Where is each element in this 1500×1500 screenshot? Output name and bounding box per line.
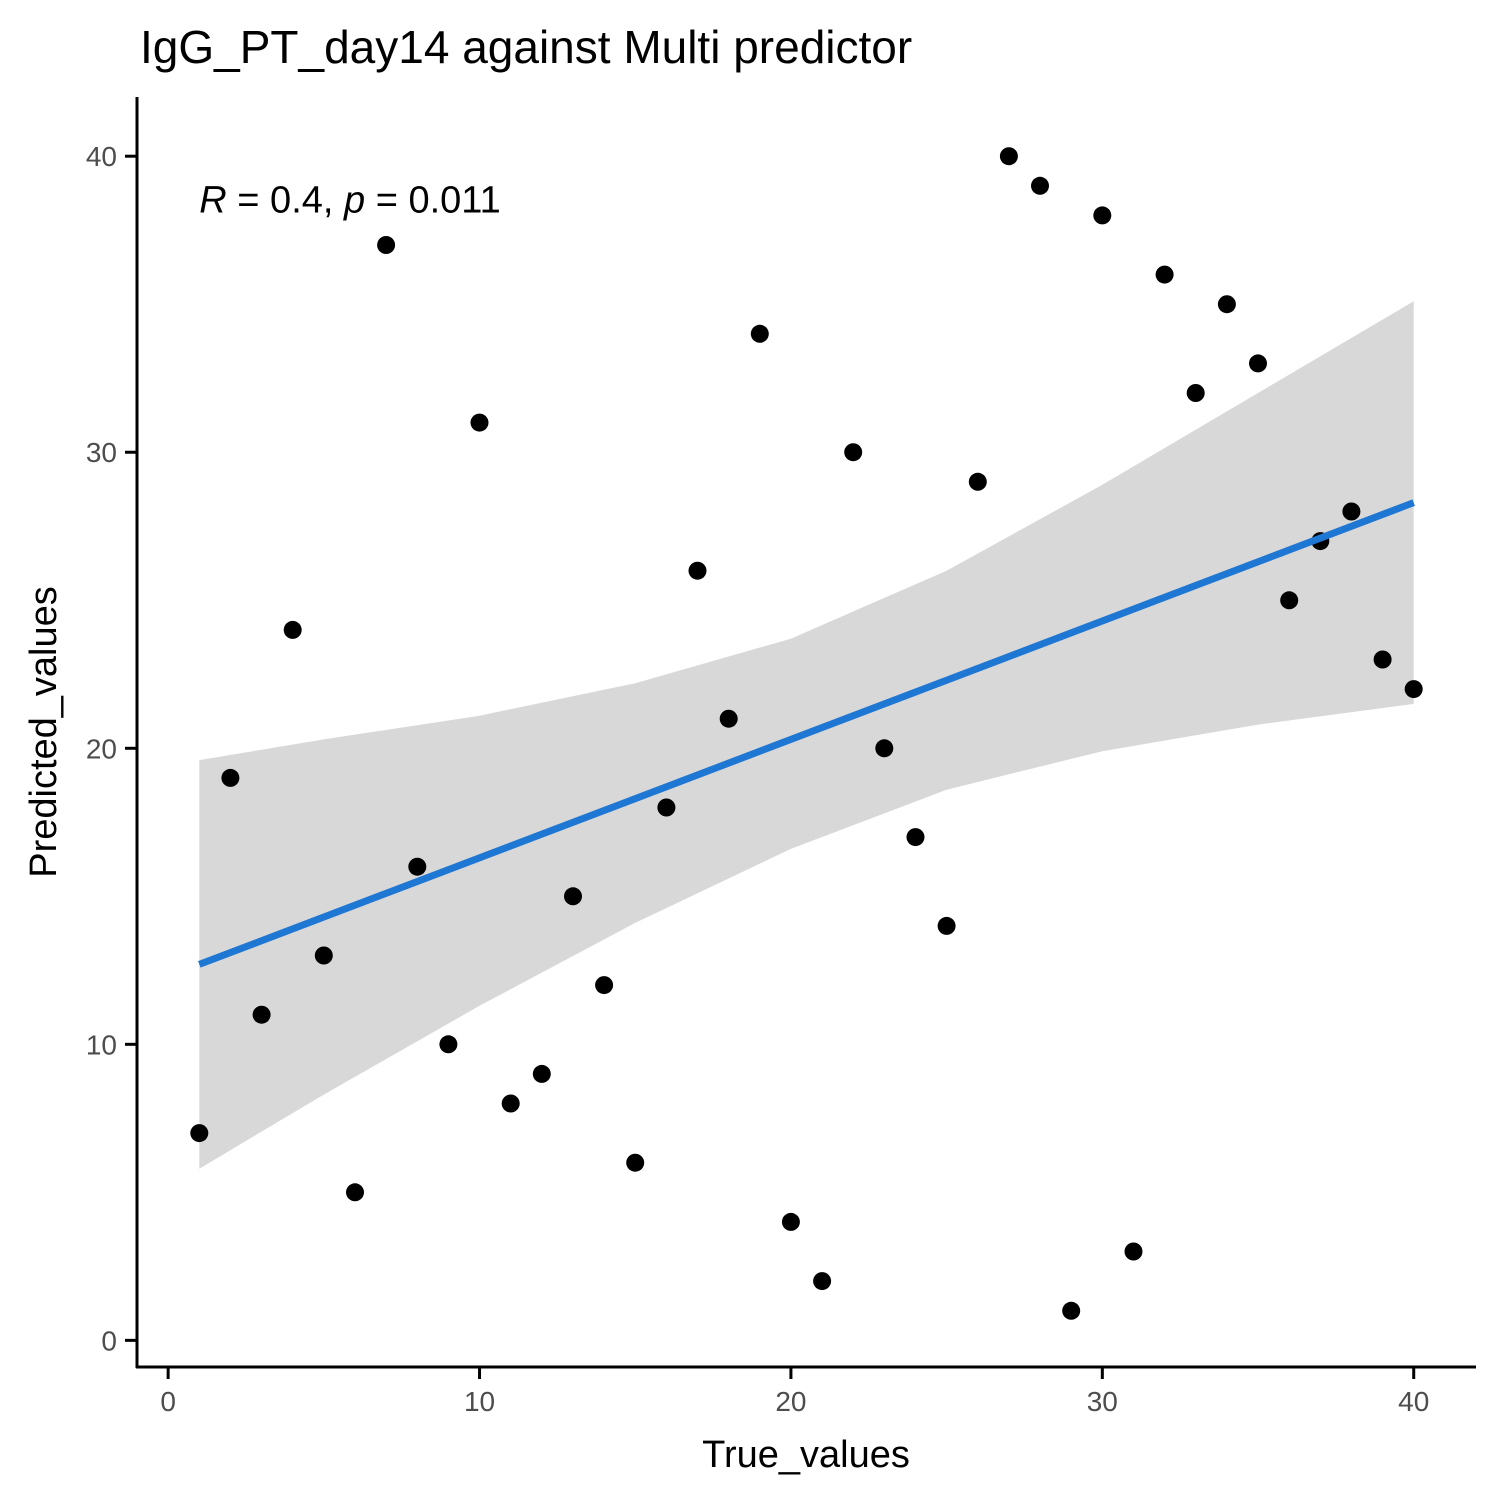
data-point-21: [813, 1272, 832, 1291]
x-tick-label-40: 40: [1398, 1386, 1429, 1417]
chart-title: IgG_PT_day14 against Multi predictor: [140, 21, 912, 73]
data-point-36: [1280, 591, 1299, 610]
data-point-25: [937, 916, 956, 935]
data-point-1: [190, 1124, 209, 1143]
data-point-13: [564, 887, 582, 906]
data-point-17: [688, 561, 707, 580]
y-tick-label-40: 40: [86, 141, 117, 172]
data-point-35: [1249, 354, 1267, 373]
data-point-2: [221, 768, 240, 787]
y-axis-title: Predicted_values: [23, 586, 65, 878]
data-point-20: [781, 1212, 800, 1231]
y-tick-label-10: 10: [86, 1029, 117, 1060]
data-point-18: [719, 709, 738, 728]
p-value: = 0.011: [365, 180, 501, 222]
r-value: = 0.4,: [227, 180, 344, 222]
x-tick-label-0: 0: [160, 1386, 176, 1417]
data-point-8: [408, 857, 427, 876]
data-point-6: [346, 1183, 364, 1202]
data-point-29: [1062, 1301, 1081, 1320]
data-point-34: [1217, 295, 1236, 314]
data-point-5: [314, 946, 333, 965]
data-point-27: [999, 147, 1018, 166]
points-layer: [190, 147, 1423, 1320]
data-point-40: [1404, 680, 1423, 699]
data-point-32: [1155, 265, 1174, 284]
x-axis-title: True_values: [702, 1434, 910, 1476]
data-point-24: [906, 828, 925, 847]
axes: [135, 97, 1476, 1369]
data-point-12: [532, 1064, 551, 1083]
data-point-16: [657, 798, 676, 817]
data-point-7: [377, 236, 396, 254]
x-tick-label-30: 30: [1087, 1386, 1118, 1417]
data-point-14: [595, 976, 614, 995]
y-tick-label-0: 0: [101, 1325, 117, 1356]
y-ticks: 0 10 20 30 40: [86, 141, 137, 1356]
data-point-4: [283, 620, 302, 639]
data-point-10: [470, 413, 489, 432]
regression-line: [198, 499, 1415, 968]
data-point-11: [501, 1094, 520, 1113]
data-point-31: [1124, 1242, 1143, 1261]
r-symbol: R: [199, 180, 226, 222]
regression-line-layer: [198, 499, 1415, 968]
correlation-annotation: R = 0.4, p = 0.011: [199, 180, 500, 222]
x-tick-label-20: 20: [775, 1386, 806, 1417]
data-point-30: [1093, 206, 1112, 225]
p-symbol: p: [343, 180, 365, 222]
data-point-39: [1373, 650, 1392, 669]
data-point-15: [626, 1153, 645, 1172]
data-point-3: [252, 1005, 271, 1024]
data-point-9: [439, 1035, 458, 1054]
data-point-23: [875, 739, 894, 758]
data-point-26: [968, 472, 987, 491]
data-point-22: [844, 443, 863, 462]
x-tick-label-10: 10: [464, 1386, 495, 1417]
data-point-33: [1186, 384, 1205, 402]
data-point-28: [1031, 176, 1049, 195]
data-point-38: [1342, 502, 1361, 521]
data-point-19: [750, 324, 769, 343]
y-tick-label-20: 20: [86, 733, 117, 764]
x-ticks: 0 10 20 30 40: [160, 1367, 1429, 1417]
y-tick-label-30: 30: [86, 437, 117, 468]
